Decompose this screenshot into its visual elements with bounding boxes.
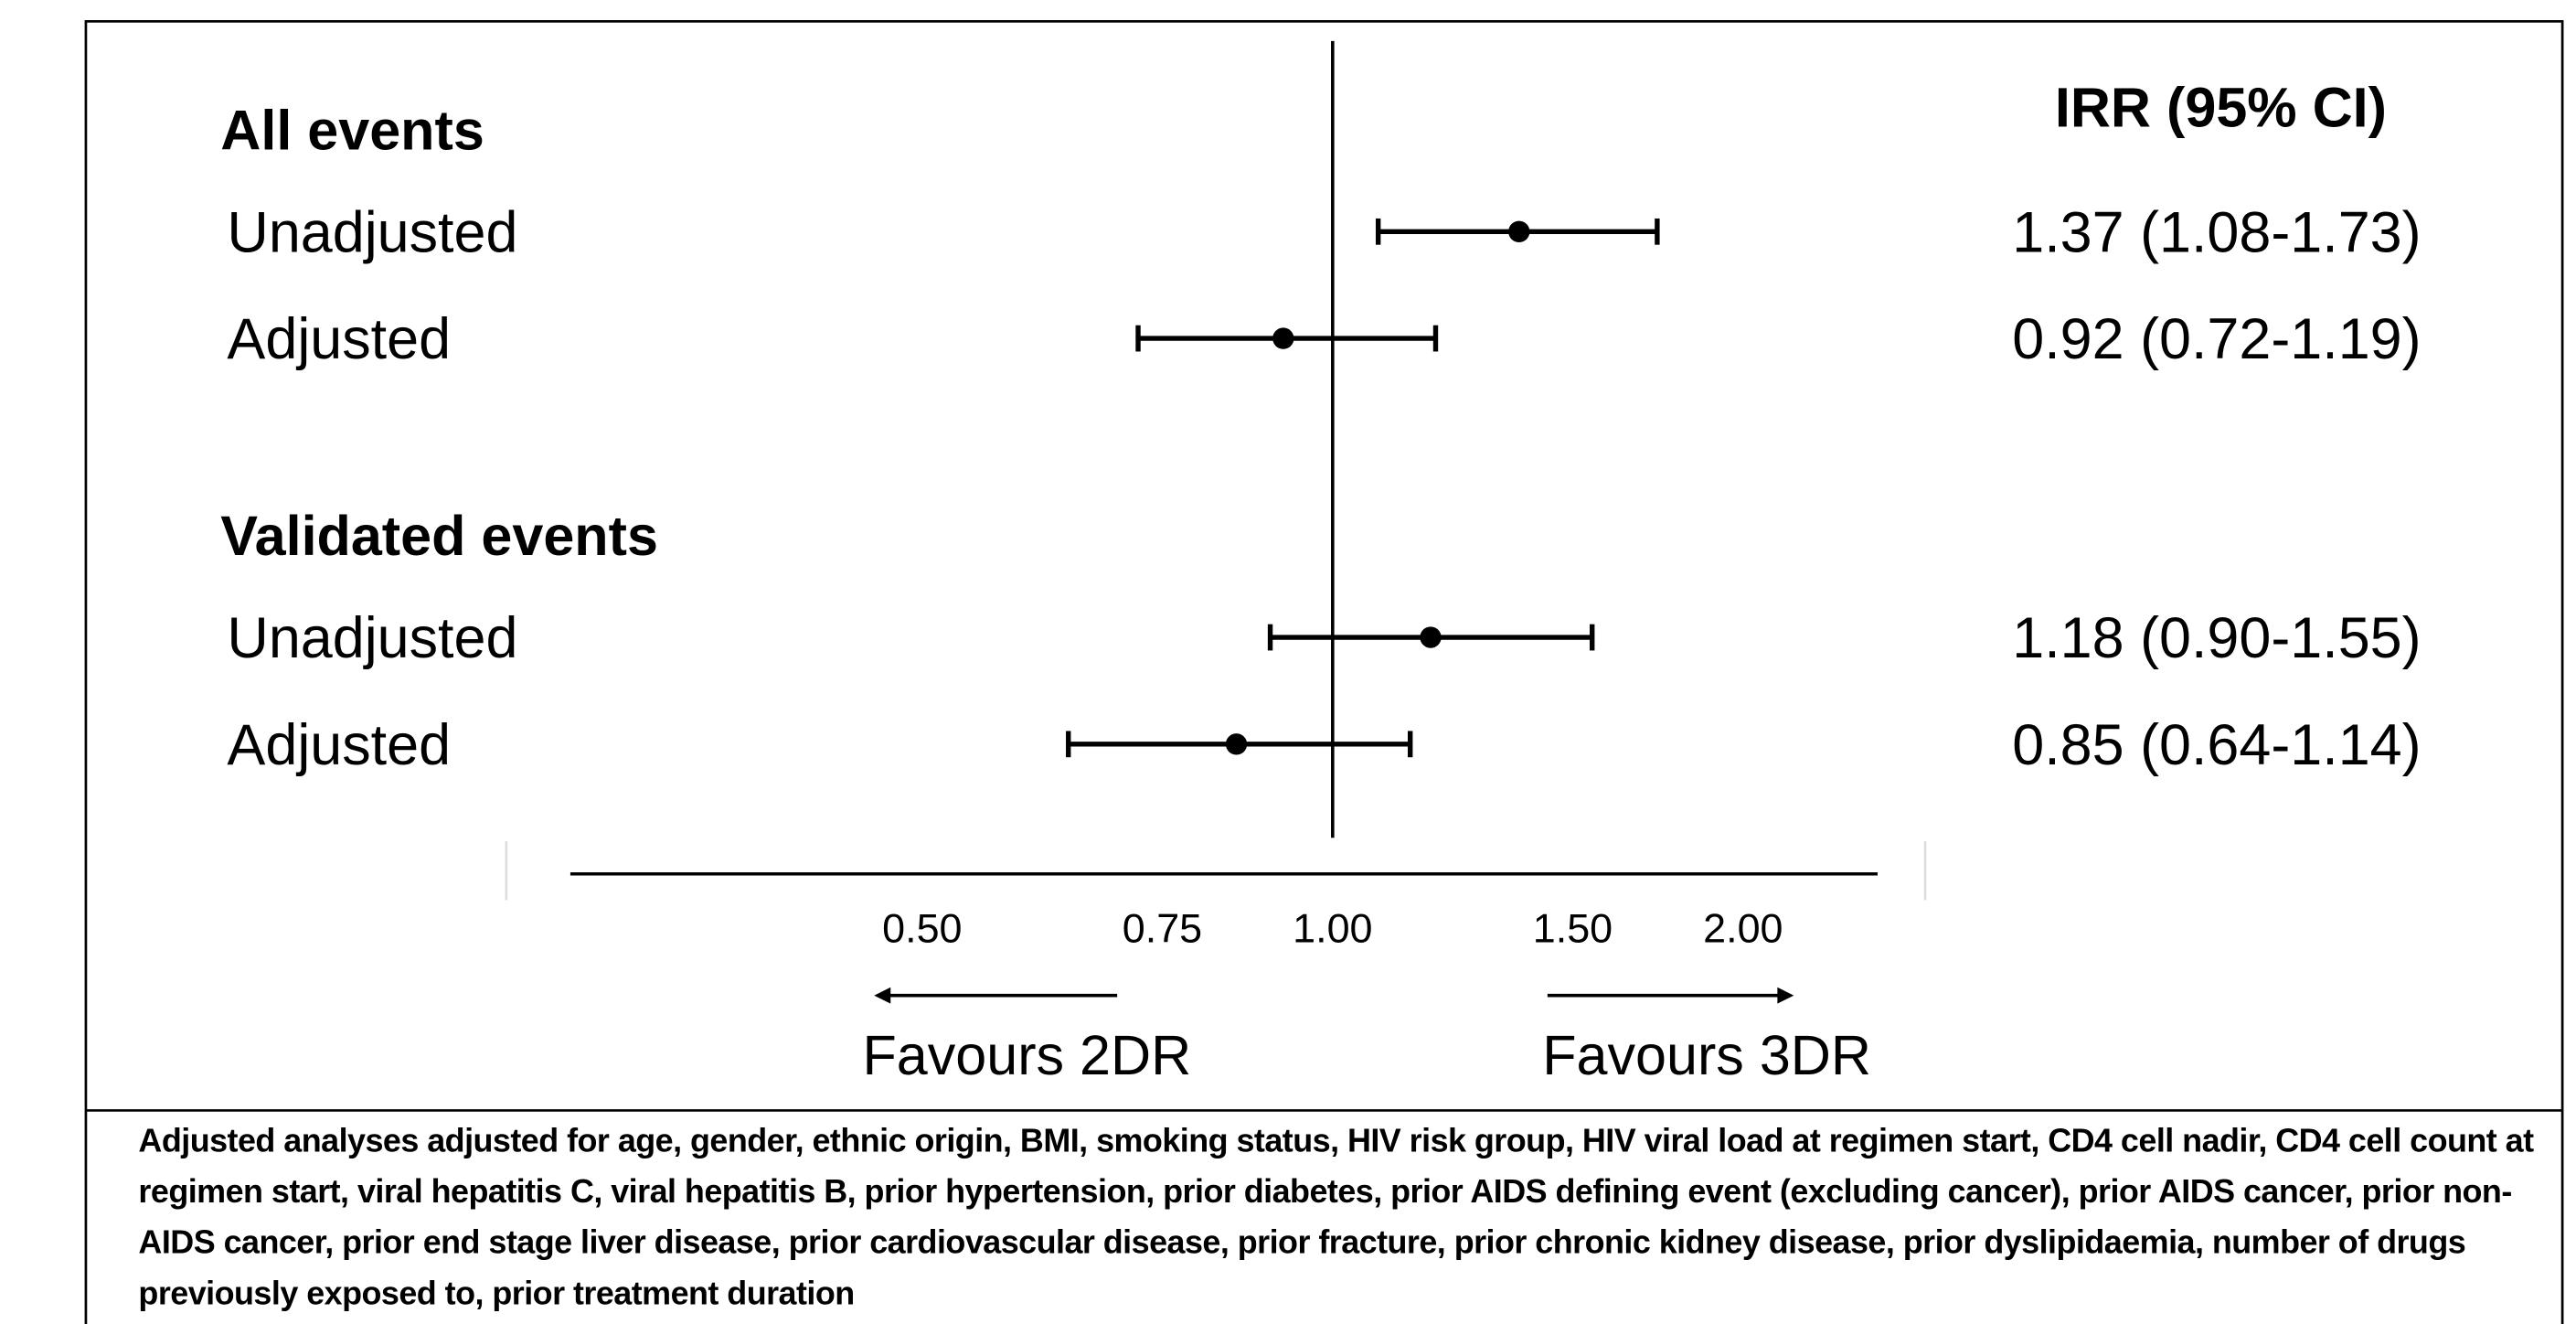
- group-label: Validated events: [220, 505, 658, 567]
- value-label: 0.92 (0.72-1.19): [2012, 307, 2421, 371]
- row-label: Adjusted: [227, 713, 451, 777]
- value-label: 1.18 (0.90-1.55): [2012, 606, 2421, 670]
- group-label: All events: [220, 99, 484, 161]
- footnote-box: Adjusted analyses adjusted for age, gend…: [138, 1123, 2534, 1313]
- footnote: Adjusted analyses adjusted for age, gend…: [138, 1123, 2534, 1313]
- x-tick-label: 0.75: [1123, 904, 1202, 951]
- column-header: IRR (95% CI): [2055, 76, 2387, 138]
- right-label: Favours 3DR: [1542, 1024, 1871, 1086]
- x-tick-label: 2.00: [1703, 904, 1783, 951]
- right-arrow-head: [1777, 987, 1794, 1004]
- x-tick-label: 1.00: [1293, 904, 1372, 951]
- x-tick-label: 0.50: [882, 904, 962, 951]
- point-estimate: [1420, 626, 1442, 648]
- point-estimate: [1272, 327, 1294, 349]
- value-label: 0.85 (0.64-1.14): [2012, 713, 2421, 777]
- value-label: 1.37 (1.08-1.73): [2012, 200, 2421, 264]
- row-label: Adjusted: [227, 307, 451, 371]
- left-label: Favours 2DR: [862, 1024, 1191, 1086]
- row-label: Unadjusted: [227, 200, 517, 264]
- point-estimate: [1508, 220, 1530, 242]
- point-estimate: [1225, 733, 1248, 755]
- frame: [84, 20, 2564, 1324]
- x-tick-label: 1.50: [1533, 904, 1613, 951]
- left-arrow-head: [874, 987, 891, 1004]
- row-label: Unadjusted: [227, 606, 517, 670]
